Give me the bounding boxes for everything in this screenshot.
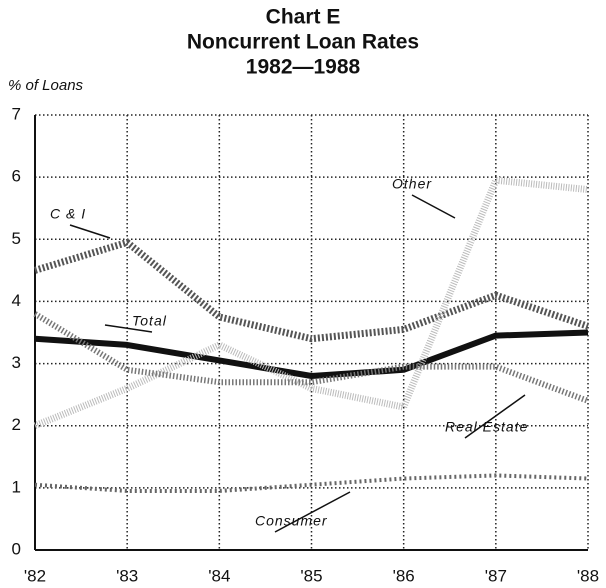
y-axis-label: % of Loans: [8, 77, 84, 94]
label-arrow: [69, 224, 111, 239]
series-label: C & I: [50, 206, 86, 222]
label-arrow: [411, 194, 456, 219]
chart-period: 1982—1988: [246, 56, 361, 79]
series-line: [33, 238, 590, 343]
y-tick-label: 4: [12, 291, 21, 310]
chart-title: Chart E: [266, 6, 341, 29]
x-tick-label: '86: [393, 566, 415, 585]
series-line: [33, 176, 589, 429]
series-label: Real Estate: [445, 419, 528, 435]
label-arrow: [104, 324, 153, 333]
series-label: Other: [392, 176, 432, 192]
label-arrow: [274, 491, 351, 533]
x-tick-label: '85: [300, 566, 322, 585]
series-line: [34, 473, 589, 493]
y-tick-label: 3: [12, 353, 21, 372]
series-label: Total: [132, 313, 167, 329]
series-line: [34, 329, 589, 379]
y-tick-label: 2: [12, 415, 21, 434]
y-tick-label: 0: [12, 539, 21, 558]
x-tick-label: '84: [208, 566, 230, 585]
x-tick-label: '83: [116, 566, 138, 585]
series-label: Consumer: [255, 513, 328, 529]
y-tick-label: 1: [12, 477, 21, 496]
chart-subtitle: Noncurrent Loan Rates: [187, 31, 419, 54]
y-tick-label: 7: [12, 104, 21, 123]
x-tick-label: '88: [577, 566, 599, 585]
y-tick-label: 5: [12, 229, 21, 248]
x-tick-label: '82: [24, 566, 46, 585]
label-arrow: [464, 394, 526, 439]
x-tick-label: '87: [485, 566, 507, 585]
y-tick-label: 6: [12, 167, 21, 186]
